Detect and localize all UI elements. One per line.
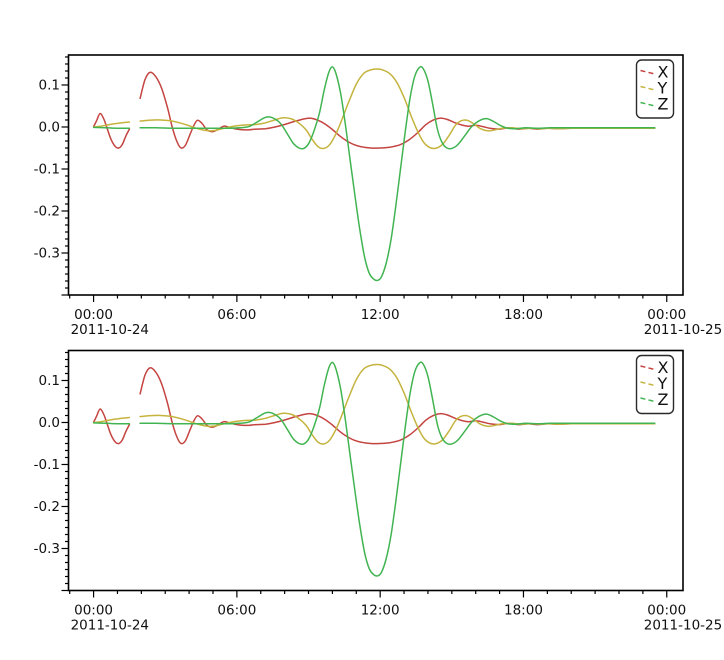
y-tick-label: -0.3 [34, 245, 60, 261]
y-tick-label: 0.1 [39, 373, 60, 389]
series-Z-line [139, 361, 656, 577]
legend: XYZ [635, 354, 675, 415]
y-tick-label: 0.0 [39, 415, 60, 431]
legend-line-sample-Y [640, 381, 655, 387]
legend-line-sample-X [640, 365, 655, 371]
legend-label: Z [658, 390, 669, 409]
x-tick-label: 06:00 [217, 603, 256, 619]
x-tick-label: 00:00 [74, 603, 113, 619]
y-tick-label: -0.1 [34, 161, 60, 177]
x-tick-label: 18:00 [504, 603, 543, 619]
x-date-label: 2011-10-25 [644, 322, 722, 338]
legend-box [635, 59, 675, 119]
y-tick-label: -0.3 [34, 541, 60, 557]
legend-label: Y [657, 79, 668, 98]
legend-label: Z [658, 95, 669, 114]
legend-label: X [658, 63, 669, 82]
x-tick-label: 00:00 [647, 603, 686, 619]
series-Z-line [92, 422, 131, 425]
legend: XYZ [635, 59, 675, 119]
legend-line-sample-Z [640, 101, 655, 107]
legend-label: Y [657, 374, 668, 393]
x-date-label: 2011-10-24 [71, 322, 149, 338]
x-tick-label: 18:00 [504, 307, 543, 323]
y-tick-label: -0.2 [34, 203, 60, 219]
series-Z-line [139, 65, 656, 282]
legend-box [635, 354, 675, 415]
x-tick-label: 12:00 [361, 307, 400, 323]
x-tick-label: 06:00 [217, 307, 256, 323]
series-Y-line [139, 363, 656, 445]
plot-frame [67, 349, 684, 592]
x-date-label: 2011-10-24 [71, 618, 149, 634]
x-tick-label: 00:00 [74, 307, 113, 323]
x-date-label: 2011-10-25 [644, 618, 722, 634]
series-Y-line [139, 68, 656, 150]
legend-label: X [658, 358, 669, 377]
series-X-line [92, 112, 131, 149]
series-Z-line [92, 126, 131, 130]
legend-line-sample-X [640, 69, 655, 75]
x-tick-label: 12:00 [361, 603, 400, 619]
series-X-line [92, 408, 131, 445]
y-tick-label: -0.1 [34, 457, 60, 473]
y-tick-label: 0.0 [39, 119, 60, 135]
series-Y-line [92, 416, 131, 424]
plot-frame [67, 54, 684, 296]
y-tick-label: 0.1 [39, 77, 60, 93]
series-Y-line [92, 121, 131, 128]
x-tick-label: 00:00 [647, 307, 686, 323]
legend-line-sample-Y [640, 85, 655, 91]
legend-line-sample-Z [640, 397, 655, 403]
y-tick-label: -0.2 [34, 499, 60, 515]
